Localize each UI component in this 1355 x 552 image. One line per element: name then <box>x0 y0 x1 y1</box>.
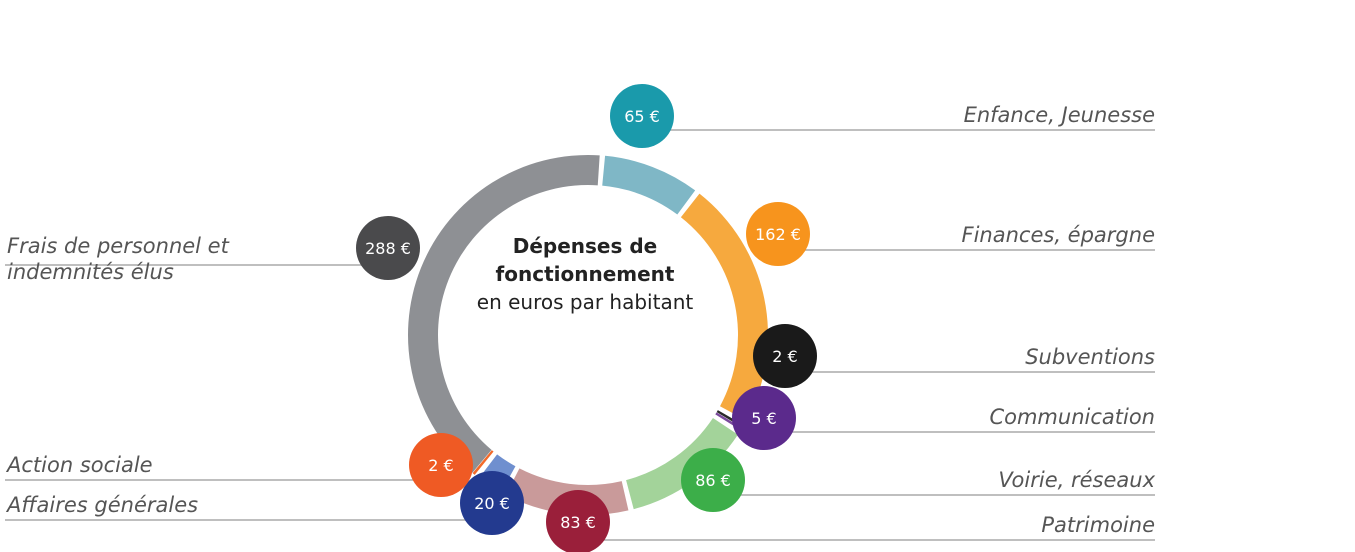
category-label: Patrimoine <box>795 512 1155 538</box>
category-label: Communication <box>795 404 1155 430</box>
value-label: 2 € <box>428 456 453 475</box>
category-label: Enfance, Jeunesse <box>795 102 1155 128</box>
category-label: Frais de personnel et indemnités élus <box>7 233 257 285</box>
value-label: 5 € <box>751 409 776 428</box>
value-label: 86 € <box>695 471 731 490</box>
value-label: 2 € <box>772 347 797 366</box>
value-label: 83 € <box>560 513 596 532</box>
category-label: Affaires générales <box>7 492 407 518</box>
value-label: 288 € <box>365 239 411 258</box>
chart-subtitle: en euros par habitant <box>477 290 693 314</box>
category-label: Subventions <box>795 344 1155 370</box>
category-label: Action sociale <box>7 452 407 478</box>
center-text: Dépenses de fonctionnement en euros par … <box>470 232 700 316</box>
category-label: Finances, épargne <box>795 222 1155 248</box>
category-label: Voirie, réseaux <box>795 467 1155 493</box>
value-label: 20 € <box>474 494 510 513</box>
infographic: 65 €162 €2 €5 €86 €83 €20 €2 €288 € Dépe… <box>0 0 1355 552</box>
chart-title: Dépenses de fonctionnement <box>470 232 700 288</box>
donut-segment <box>602 156 695 215</box>
value-label: 65 € <box>624 107 660 126</box>
